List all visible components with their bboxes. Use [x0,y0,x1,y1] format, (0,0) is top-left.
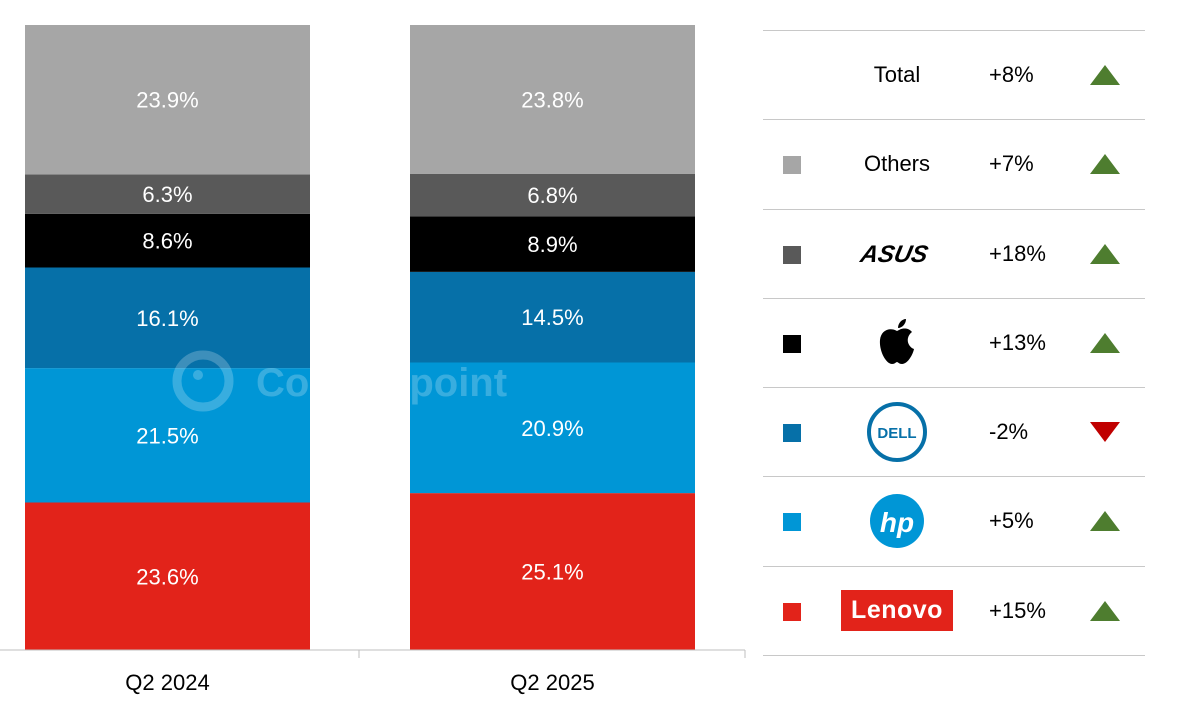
data-label: 23.6% [136,564,198,589]
svg-text:ASUS: ASUS [857,242,930,266]
data-label: 21.5% [136,423,198,448]
growth-value: +8% [989,62,1034,87]
growth-value: +13% [989,329,1046,355]
bar-segment-others-1 [410,25,695,174]
x-tick-label: Q2 2025 [510,670,594,695]
growth-value: +7% [989,151,1034,177]
triangle-up-icon [1090,511,1120,532]
legend-row-total: Total +8% [763,30,1145,119]
bar-segment-lenovo-1 [410,493,695,650]
data-label: 16.1% [136,306,198,331]
triangle-up-icon [1090,65,1120,85]
data-label: 23.8% [521,87,583,112]
data-label: 14.5% [521,305,583,330]
legend-swatch [783,513,801,532]
bar-segment-apple-1 [410,216,695,272]
legend-row-asus: ASUS +18% [763,208,1145,298]
asus-logo-icon: ASUS [835,210,959,298]
lenovo-logo-icon: Lenovo [835,567,959,655]
apple-logo-icon [835,299,959,387]
bar-segment-dell-1 [410,271,695,363]
data-label: 20.9% [521,416,583,441]
bar-segment-asus-1 [410,173,695,217]
legend-swatch [783,156,801,175]
data-label: 8.6% [142,229,192,254]
bar-segment-lenovo-0 [25,502,310,650]
svg-text:hp: hp [880,507,914,538]
data-label: 23.9% [136,88,198,113]
legend-row-lenovo: Lenovo +15% [763,565,1145,657]
data-label: 8.9% [527,232,577,257]
legend-table: Total +8% Others +7% ASUS +18% +13% DELL -2% hp +5… [763,30,1145,657]
bar-segment-others-0 [25,25,310,175]
legend-row-hp: hp +5% [763,476,1145,565]
bar-segment-hp-1 [410,362,695,494]
counterpoint-watermark: Counterpoint [172,350,507,412]
data-label: 6.8% [527,183,577,208]
bar-segment-hp-0 [25,368,310,503]
dell-logo-icon: DELL [835,388,959,476]
data-label: 25.1% [521,560,583,585]
bar-segment-asus-0 [25,174,310,214]
legend-brand-label: Others [863,151,931,177]
triangle-down-icon [1090,422,1120,443]
triangle-up-icon [1090,332,1120,353]
legend-row-others: Others +7% [763,119,1145,208]
watermark-text: Counterpoint [256,361,507,405]
hp-logo-icon: hp [835,477,959,565]
triangle-up-icon [1090,243,1120,264]
bar-segment-apple-0 [25,213,310,268]
legend-row-dell: DELL -2% [763,387,1145,476]
triangle-up-icon [1090,154,1120,175]
triangle-up-icon [1090,600,1120,621]
legend-brand-label: Total [873,62,921,87]
growth-value: +18% [989,240,1046,266]
growth-value: -2% [989,419,1029,445]
legend-swatch [783,602,801,621]
svg-text:DELL: DELL [877,425,916,442]
bar-segment-dell-0 [25,267,310,369]
stacked-bar-chart: Counterpoint 23.6% 21.5% 16.1% 8.6% 6.3% 23.9… [0,25,746,695]
legend-swatch [783,424,801,443]
data-label: 6.3% [142,182,192,207]
legend-swatch [783,245,801,264]
growth-value: +5% [989,508,1034,534]
legend-row-apple: +13% [763,297,1145,387]
legend-swatch [783,334,801,353]
x-tick-label: Q2 2024 [125,670,209,695]
growth-value: +15% [989,597,1046,623]
